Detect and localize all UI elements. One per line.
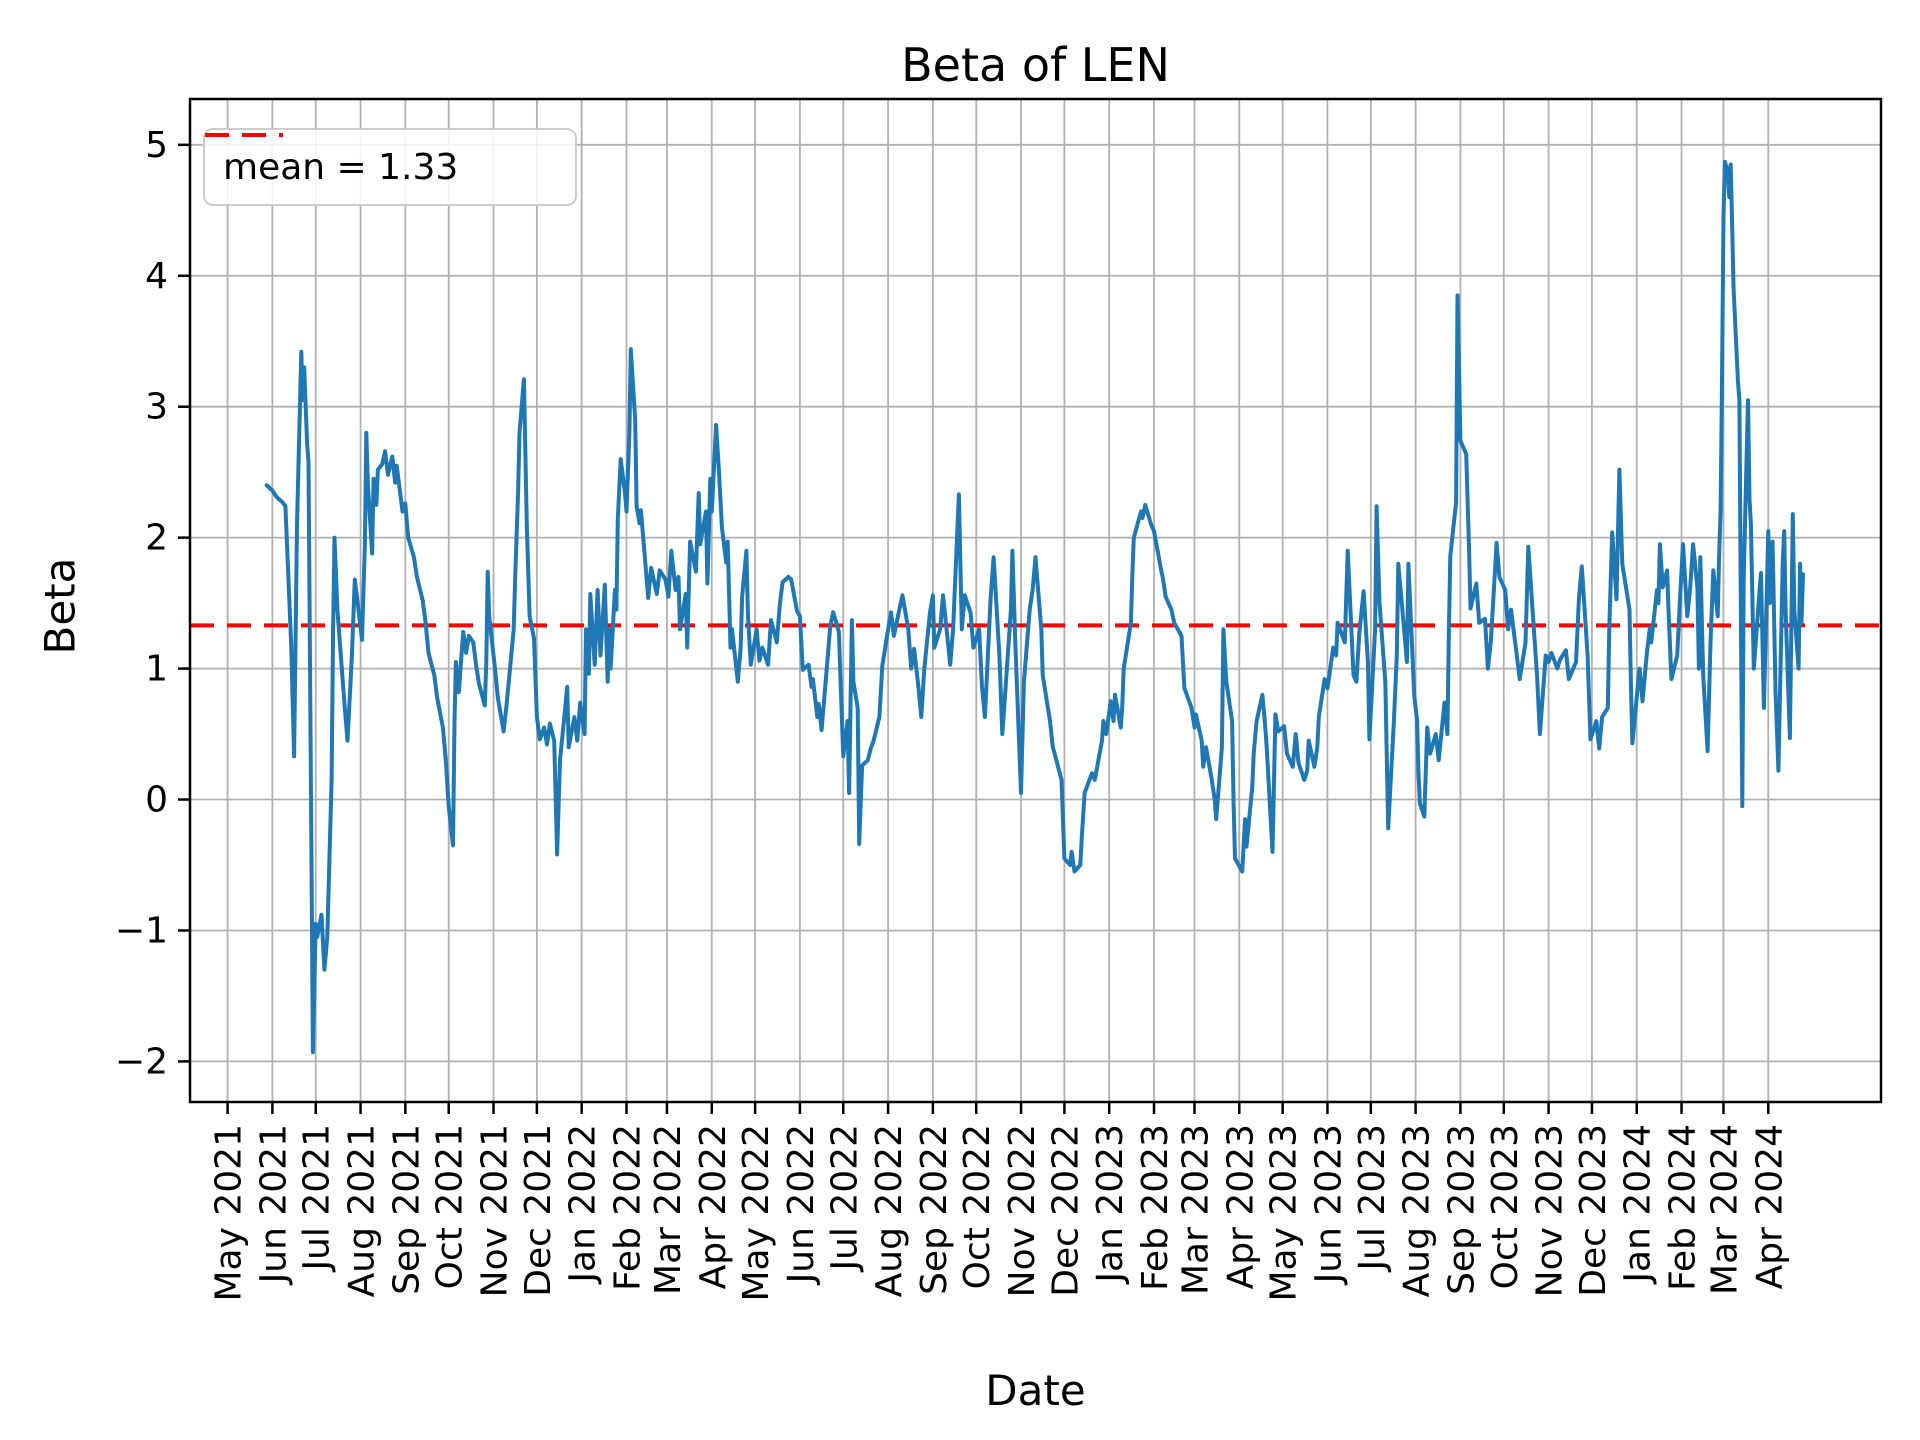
x-tick-label: Apr 2023 xyxy=(1220,1124,1261,1289)
x-tick-label: Mar 2022 xyxy=(648,1124,689,1295)
x-tick-label: Sep 2023 xyxy=(1441,1124,1482,1295)
x-tick-label: Oct 2023 xyxy=(1485,1124,1526,1289)
y-tick-label: −2 xyxy=(115,1041,168,1082)
y-tick-label: 4 xyxy=(145,256,168,297)
x-tick-label: Sep 2022 xyxy=(914,1124,955,1295)
grid xyxy=(190,99,1881,1102)
x-tick-label: Oct 2022 xyxy=(957,1124,998,1289)
x-tick-label: Dec 2021 xyxy=(518,1124,559,1297)
x-tick-label: Mar 2024 xyxy=(1704,1124,1745,1295)
y-axis-label: Beta xyxy=(35,557,85,655)
axes-frame xyxy=(188,97,1883,1104)
x-tick-label: May 2023 xyxy=(1264,1124,1305,1302)
x-tick-label: Aug 2022 xyxy=(869,1124,910,1297)
x-tick-label: Jan 2022 xyxy=(563,1124,604,1285)
x-axis-label: Date xyxy=(985,1366,1086,1415)
y-tick-label: 2 xyxy=(145,518,168,559)
x-tick-label: Nov 2021 xyxy=(475,1124,516,1297)
x-tick-label: Jun 2022 xyxy=(781,1124,822,1285)
x-tick-label: Jun 2021 xyxy=(253,1124,294,1285)
series-line xyxy=(264,159,1805,1055)
y-tick-label: 0 xyxy=(145,780,168,821)
y-tick-label: 3 xyxy=(145,387,168,428)
x-tick-label: Dec 2022 xyxy=(1045,1124,1086,1297)
y-tick-label: 5 xyxy=(145,125,168,166)
x-tick-label: Aug 2021 xyxy=(342,1124,383,1297)
x-tick-label: Jan 2024 xyxy=(1618,1124,1659,1285)
y-tick-label: 1 xyxy=(145,649,168,690)
x-tick-label: Aug 2023 xyxy=(1397,1124,1438,1297)
legend: mean = 1.33 xyxy=(203,128,577,206)
legend-label: mean = 1.33 xyxy=(223,146,459,188)
x-tick-label: Nov 2022 xyxy=(1002,1124,1043,1297)
x-tick-label: Jul 2021 xyxy=(297,1124,338,1273)
x-tick-label: Apr 2024 xyxy=(1749,1124,1790,1289)
ticks xyxy=(178,143,1770,1114)
x-tick-label: Oct 2021 xyxy=(430,1124,471,1289)
legend-dash-icon xyxy=(205,133,283,137)
x-tick-label: Jun 2023 xyxy=(1308,1124,1349,1285)
chart-title: Beta of LEN xyxy=(901,38,1170,92)
x-tick-label: Sep 2021 xyxy=(386,1124,427,1295)
x-tick-label: Dec 2023 xyxy=(1573,1124,1614,1297)
x-tick-label: Jul 2022 xyxy=(824,1124,865,1273)
x-tick-label: Jul 2023 xyxy=(1352,1124,1393,1273)
x-tick-label: Jan 2023 xyxy=(1090,1124,1131,1285)
x-tick-label: May 2022 xyxy=(736,1124,777,1302)
x-tick-label: Feb 2023 xyxy=(1135,1124,1176,1291)
x-tick-label: Apr 2022 xyxy=(693,1124,734,1289)
x-tick-label: Feb 2024 xyxy=(1663,1124,1704,1291)
x-tick-label: Feb 2022 xyxy=(607,1124,648,1291)
x-tick-label: May 2021 xyxy=(209,1124,250,1302)
y-tick-label: −1 xyxy=(115,910,168,951)
x-tick-label: Mar 2023 xyxy=(1175,1124,1216,1295)
x-tick-label: Nov 2023 xyxy=(1530,1124,1571,1297)
